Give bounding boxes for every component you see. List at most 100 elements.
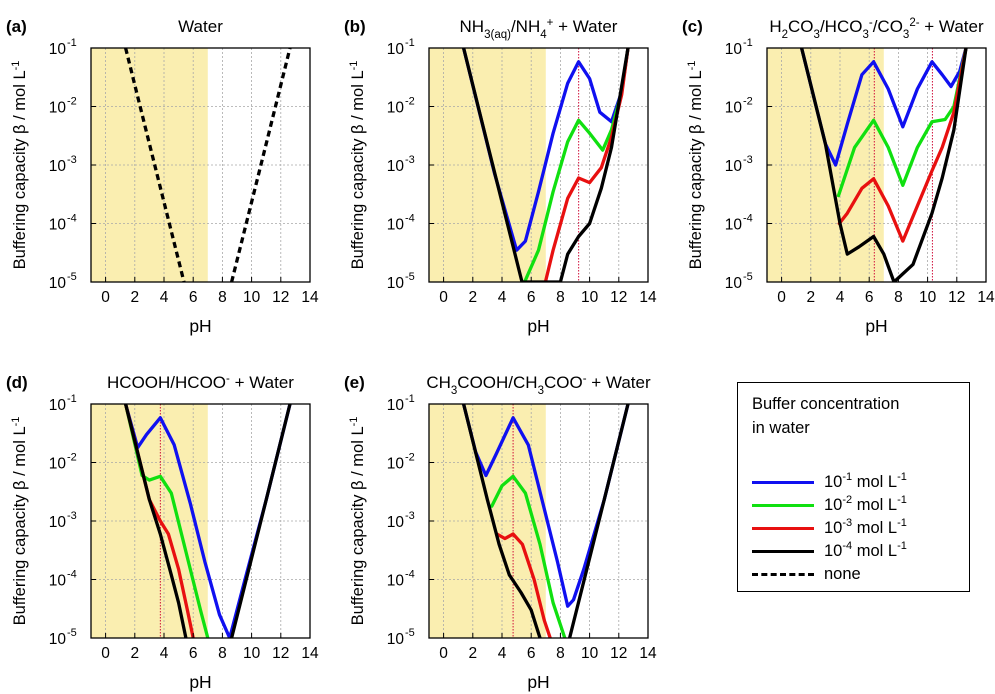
y-tick-exponent: -4: [405, 569, 415, 581]
x-tick-label: 4: [498, 289, 507, 306]
x-tick-label: 0: [439, 289, 448, 306]
series-line: [495, 532, 552, 638]
legend-label: none: [824, 564, 861, 583]
y-tick-label: 10: [725, 100, 743, 117]
x-tick-label: 14: [301, 645, 319, 662]
legend: Buffer concentration in water 10-1 mol L…: [737, 382, 970, 592]
series-group: [123, 404, 292, 638]
y-tick-label: 10: [725, 275, 743, 292]
panel-tag: (d): [6, 373, 28, 392]
y-tick-exponent: -3: [67, 154, 77, 166]
legend-item: 10-4 mol L-1: [752, 540, 907, 562]
x-tick-label: 4: [498, 645, 507, 662]
y-tick-label: 10: [387, 514, 405, 531]
y-tick-exponent: -3: [67, 510, 77, 522]
y-axis-label: Buffering capacity β / mol L-1: [10, 61, 29, 270]
panel-tag: (c): [682, 17, 703, 36]
y-tick-label: 10: [387, 275, 405, 292]
x-tick-label: 10: [581, 289, 599, 306]
series-line: [461, 48, 630, 252]
legend-label: 10-3 mol L-1: [824, 516, 907, 537]
legend-title-line2: in water: [752, 419, 810, 437]
x-tick-label: 14: [301, 289, 319, 306]
x-tick-label: 14: [639, 289, 657, 306]
x-tick-label: 6: [865, 289, 874, 306]
legend-item: 10-1 mol L-1: [752, 471, 907, 493]
y-tick-exponent: -5: [743, 271, 753, 283]
x-axis-label: pH: [527, 672, 549, 692]
x-tick-label: 4: [160, 645, 169, 662]
y-tick-exponent: -2: [405, 452, 415, 464]
y-tick-label: 10: [387, 573, 405, 590]
x-tick-label: 12: [948, 289, 965, 306]
y-tick-exponent: -1: [405, 37, 415, 49]
y-tick-exponent: -2: [405, 96, 415, 108]
y-tick-label: 10: [387, 631, 405, 648]
y-tick-label: 10: [387, 158, 405, 175]
y-axis-label: Buffering capacity β / mol L-1: [686, 61, 705, 270]
x-tick-label: 2: [468, 645, 477, 662]
legend-title: Buffer concentration in water: [752, 392, 899, 440]
panel-title: NH3(aq)/NH4+ + Water: [460, 17, 618, 41]
x-tick-label: 2: [130, 645, 139, 662]
y-tick-label: 10: [49, 100, 67, 117]
y-tick-label: 10: [387, 456, 405, 473]
y-tick-exponent: -5: [405, 271, 415, 283]
legend-swatch: [752, 549, 814, 553]
series-line: [229, 48, 292, 282]
y-tick-exponent: -3: [405, 154, 415, 166]
series-line: [490, 474, 567, 638]
x-tick-label: 10: [243, 645, 261, 662]
series-group: [461, 48, 630, 282]
x-tick-label: 0: [101, 645, 110, 662]
panel-title: H2CO3/HCO3-/CO32- + Water: [769, 17, 984, 41]
series-line: [461, 404, 630, 608]
x-tick-label: 14: [639, 645, 657, 662]
x-tick-label: 14: [977, 289, 995, 306]
legend-item: none: [752, 563, 861, 585]
legend-title-line1: Buffer concentration: [752, 395, 900, 413]
legend-item: 10-2 mol L-1: [752, 494, 907, 516]
x-axis-label: pH: [189, 316, 211, 336]
x-tick-label: 6: [527, 289, 536, 306]
y-tick-label: 10: [49, 217, 67, 234]
legend-swatch: [752, 480, 814, 484]
series-group: [461, 404, 630, 638]
x-tick-label: 8: [556, 645, 565, 662]
x-tick-label: 2: [130, 289, 139, 306]
legend-label: 10-2 mol L-1: [824, 493, 907, 514]
series-group: [799, 48, 968, 282]
legend-swatch: [752, 526, 814, 530]
y-tick-exponent: -3: [743, 154, 753, 166]
panel-title: Water: [178, 17, 223, 36]
x-tick-label: 6: [189, 645, 198, 662]
y-tick-label: 10: [49, 631, 67, 648]
legend-swatch: [752, 572, 814, 576]
y-tick-exponent: -4: [405, 213, 415, 225]
y-tick-exponent: -5: [405, 627, 415, 639]
y-tick-exponent: -4: [67, 569, 77, 581]
x-tick-label: 10: [919, 289, 937, 306]
series-line: [229, 404, 292, 638]
x-tick-label: 6: [527, 645, 536, 662]
x-tick-label: 10: [243, 289, 261, 306]
y-tick-label: 10: [387, 217, 405, 234]
x-tick-label: 2: [468, 289, 477, 306]
y-tick-exponent: -1: [67, 393, 77, 405]
y-axis-label: Buffering capacity β / mol L-1: [10, 417, 29, 626]
panel-tag: (b): [344, 17, 366, 36]
series-line: [837, 48, 968, 243]
panel-tag: (a): [6, 17, 27, 36]
y-tick-exponent: -3: [405, 510, 415, 522]
x-tick-label: 12: [272, 645, 289, 662]
y-tick-exponent: -5: [67, 627, 77, 639]
y-tick-exponent: -4: [67, 213, 77, 225]
y-tick-exponent: -5: [67, 271, 77, 283]
x-axis-label: pH: [189, 672, 211, 692]
x-axis-label: pH: [865, 316, 887, 336]
y-tick-label: 10: [387, 397, 405, 414]
